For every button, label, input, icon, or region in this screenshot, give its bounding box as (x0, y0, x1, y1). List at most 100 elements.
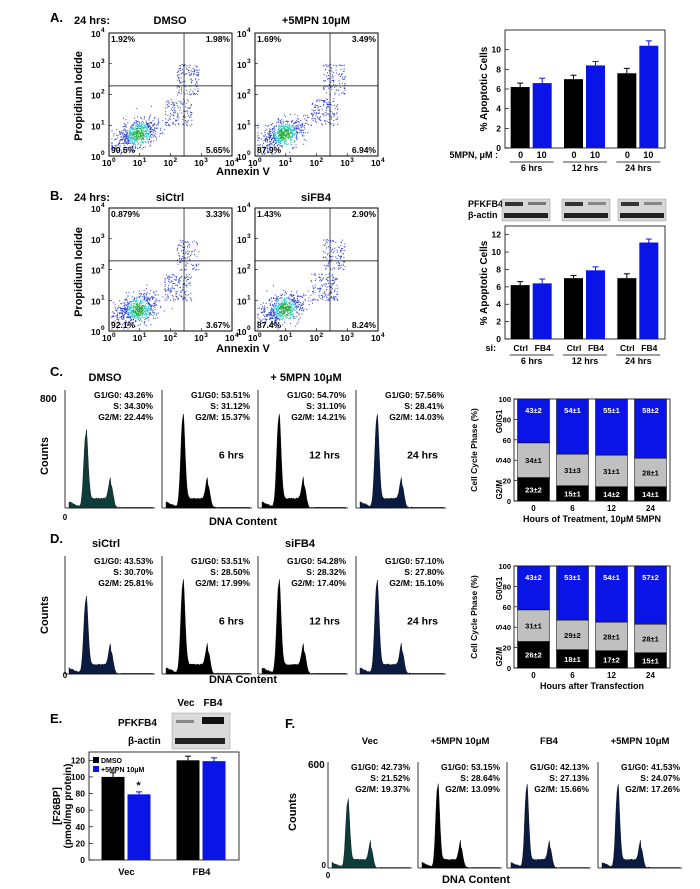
data-point (323, 250, 325, 252)
data-point (188, 70, 190, 72)
data-point (290, 300, 292, 302)
data-point (314, 118, 316, 120)
data-point (122, 310, 124, 312)
data-point (149, 129, 151, 131)
data-point (122, 137, 124, 139)
data-point (279, 308, 281, 310)
data-point (149, 297, 151, 299)
data-point (131, 133, 133, 135)
data-point (339, 255, 341, 257)
data-point (282, 307, 284, 309)
data-point (318, 294, 320, 296)
data-point (275, 142, 277, 144)
data-point (134, 139, 136, 141)
y-tick-label: 10 (91, 91, 101, 101)
bar (127, 794, 151, 860)
data-point (281, 129, 283, 131)
data-point (167, 294, 169, 296)
data-point (142, 307, 144, 309)
data-point (279, 127, 281, 129)
data-point (179, 257, 181, 259)
data-point (134, 117, 136, 119)
data-point (187, 115, 189, 117)
data-point (115, 146, 117, 148)
data-point (287, 143, 289, 145)
g1g0-label: G1/G0: 57.56% (385, 390, 445, 400)
data-point (130, 303, 132, 305)
data-point (268, 137, 270, 139)
data-point (339, 64, 341, 66)
quadrant-label-ll: 92.1% (111, 320, 136, 330)
data-point (258, 318, 260, 320)
data-point (266, 140, 268, 142)
data-point (190, 112, 192, 114)
data-point (197, 74, 199, 76)
data-point (331, 274, 333, 276)
data-point (268, 144, 270, 146)
data-point (186, 73, 188, 75)
data-point (135, 302, 137, 304)
data-point (169, 113, 171, 115)
data-point (136, 132, 138, 134)
data-point (164, 285, 166, 287)
data-point (189, 282, 191, 284)
data-point (185, 106, 187, 108)
data-point (167, 297, 169, 299)
data-point (259, 307, 261, 309)
panel-d-stacked-bar: 02040608010026±231±143±2018±129±253±1617… (469, 562, 671, 691)
data-point (328, 264, 330, 266)
data-point (119, 134, 121, 136)
data-point (288, 129, 290, 131)
data-point (284, 291, 286, 293)
data-point (182, 65, 184, 67)
y-tick-label: 100 (71, 772, 85, 782)
data-point (148, 135, 150, 137)
timepoint-label: 12 hrs (309, 449, 340, 461)
data-point (190, 298, 192, 300)
data-point (189, 75, 191, 77)
data-point (284, 311, 286, 313)
y-tick-label: 20 (76, 838, 86, 848)
data-point (177, 115, 179, 117)
data-point (302, 129, 304, 131)
data-point (176, 250, 178, 252)
data-point (135, 313, 137, 315)
x-tick-label: 10 (279, 158, 289, 168)
x-origin-label: 0 (326, 871, 331, 880)
data-point (274, 131, 276, 133)
data-point (127, 309, 129, 311)
x-tick-label: 10 (340, 333, 350, 343)
data-point (333, 115, 335, 117)
data-point (155, 136, 157, 138)
data-point (322, 295, 324, 297)
data-point (288, 306, 290, 308)
data-point (150, 324, 152, 326)
data-point (190, 292, 192, 294)
data-point (119, 147, 121, 149)
data-point (124, 326, 126, 328)
data-point (273, 131, 275, 133)
data-point (332, 283, 334, 285)
data-point (186, 257, 188, 259)
data-point (282, 306, 284, 308)
data-point (328, 261, 330, 263)
data-point (134, 300, 136, 302)
g2m-label: G2/M: 19.37% (355, 784, 410, 794)
data-point (145, 127, 147, 129)
data-point (141, 302, 143, 304)
data-point (182, 69, 184, 71)
data-point (177, 298, 179, 300)
data-point (129, 316, 131, 318)
data-point (329, 256, 331, 258)
data-point (277, 133, 279, 135)
data-point (118, 130, 120, 132)
data-point (270, 128, 272, 130)
data-point (334, 295, 336, 297)
y-tick-exponent: 4 (247, 202, 251, 209)
data-point (137, 132, 139, 134)
data-point (264, 316, 266, 318)
data-point (144, 298, 146, 300)
data-point (120, 132, 122, 134)
y-tick-label: 40 (76, 822, 86, 832)
data-point (145, 133, 147, 135)
